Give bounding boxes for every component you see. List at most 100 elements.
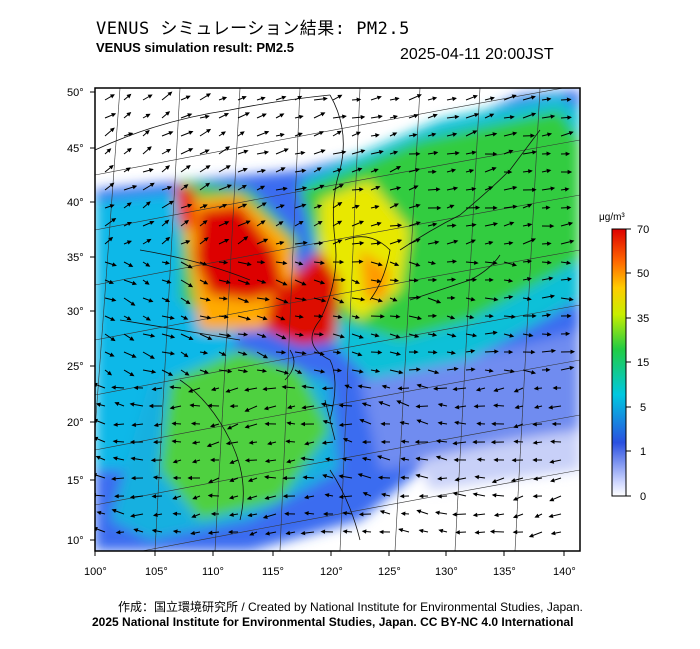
wind-arrowhead xyxy=(304,511,309,516)
wind-arrowhead xyxy=(431,260,437,265)
wind-arrowhead xyxy=(380,421,386,427)
wind-arrowhead xyxy=(320,529,326,534)
wind-arrowhead xyxy=(298,314,304,319)
wind-arrowhead xyxy=(436,299,442,304)
wind-arrowhead xyxy=(434,240,440,245)
wind-arrowhead xyxy=(357,384,363,389)
wind-arrowhead xyxy=(396,166,402,171)
wind-arrowhead xyxy=(414,439,420,445)
wind-arrowhead xyxy=(285,439,290,444)
wind-arrowhead xyxy=(300,421,305,427)
colorbar xyxy=(611,228,627,497)
wind-arrowhead xyxy=(183,352,189,358)
wind-arrowhead xyxy=(241,184,247,190)
wind-arrowhead xyxy=(321,440,327,445)
wind-arrowhead xyxy=(398,370,404,375)
wind-arrowhead xyxy=(279,204,285,209)
wind-arrowhead xyxy=(552,385,558,391)
wind-arrowhead xyxy=(437,402,443,408)
wind-arrowhead xyxy=(338,422,344,428)
forecast-timestamp: 2025-04-11 20:00JST xyxy=(400,46,554,63)
wind-arrowhead xyxy=(395,334,401,339)
wind-arrowhead xyxy=(567,313,572,319)
wind-arrowhead xyxy=(452,386,458,392)
wind-arrowhead xyxy=(435,439,441,444)
wind-arrowhead xyxy=(264,150,270,155)
wind-arrowhead xyxy=(508,349,514,355)
wind-arrowhead xyxy=(112,439,118,444)
wind-arrowhead xyxy=(532,150,537,155)
wind-arrowhead xyxy=(531,112,537,117)
wind-arrowhead xyxy=(455,151,460,156)
wind-arrowhead xyxy=(469,314,475,320)
wind-arrowhead xyxy=(262,354,268,359)
wind-arrowhead xyxy=(206,315,212,320)
wind-arrowhead xyxy=(569,365,575,371)
wind-arrowhead xyxy=(548,513,554,519)
wind-arrowhead xyxy=(454,114,460,120)
wind-arrowhead xyxy=(185,299,191,305)
wind-arrowhead xyxy=(357,473,363,478)
wind-arrowhead xyxy=(126,93,132,99)
wind-arrowhead xyxy=(187,388,194,393)
wind-arrowhead xyxy=(209,423,216,428)
title-english: VENUS simulation result: PM2.5 xyxy=(96,40,294,55)
wind-arrowhead xyxy=(303,240,308,246)
wind-arrowhead xyxy=(532,187,537,193)
wind-arrowhead xyxy=(297,95,303,100)
wind-arrowhead xyxy=(264,458,270,464)
wind-arrowhead xyxy=(413,278,419,283)
wind-arrowhead xyxy=(126,316,132,321)
wind-arrowhead xyxy=(111,476,116,481)
wind-arrowhead xyxy=(183,315,189,320)
wind-arrowhead xyxy=(415,473,421,479)
wind-arrowhead xyxy=(394,278,400,283)
wind-arrowhead xyxy=(471,186,477,192)
wind-arrowhead xyxy=(202,220,208,225)
wind-arrowhead xyxy=(507,169,513,175)
wind-arrowhead xyxy=(455,530,460,535)
wind-arrowhead xyxy=(341,114,347,119)
wind-arrowhead xyxy=(452,96,457,102)
wind-arrowhead xyxy=(489,529,495,534)
wind-arrowhead xyxy=(400,475,405,480)
wind-arrowhead xyxy=(282,281,288,286)
wind-arrowhead xyxy=(264,475,269,480)
wind-arrowhead xyxy=(202,261,208,266)
wind-arrowhead xyxy=(512,204,518,209)
wind-arrowhead xyxy=(550,114,556,119)
wind-arrowhead xyxy=(153,422,159,427)
map-panel xyxy=(95,88,580,551)
wind-arrowhead xyxy=(416,383,422,389)
wind-arrowhead xyxy=(567,277,573,282)
wind-arrowhead xyxy=(204,114,210,119)
wind-arrowhead xyxy=(281,335,287,340)
wind-arrowhead xyxy=(281,350,287,355)
wind-arrowhead xyxy=(453,239,459,244)
wind-arrowhead xyxy=(243,236,249,241)
wind-arrowhead xyxy=(169,315,175,320)
wind-arrowhead xyxy=(280,167,286,172)
wind-arrowhead xyxy=(530,238,537,243)
wind-arrowhead xyxy=(298,114,304,120)
wind-arrowhead xyxy=(224,239,230,243)
wind-arrowhead xyxy=(337,168,343,173)
wind-arrowhead xyxy=(476,457,482,462)
credit-line-creator: 作成：国立環境研究所 / Created by National Institu… xyxy=(118,600,583,614)
wind-arrowhead xyxy=(169,405,175,410)
colorbar-tick: 15 xyxy=(637,357,649,369)
wind-arrowhead xyxy=(244,298,250,303)
wind-arrowhead xyxy=(452,132,458,137)
wind-arrowhead xyxy=(264,495,270,500)
wind-arrowhead xyxy=(551,348,557,354)
wind-arrowhead xyxy=(568,131,574,136)
wind-arrowhead xyxy=(247,512,253,518)
wind-arrowhead xyxy=(128,132,134,137)
wind-arrowhead xyxy=(339,259,345,265)
wind-arrowhead xyxy=(532,457,537,463)
wind-arrowhead xyxy=(224,221,230,226)
wind-arrowhead xyxy=(549,223,555,229)
wind-arrowhead xyxy=(452,441,458,446)
wind-arrowhead xyxy=(397,223,403,228)
wind-arrowhead xyxy=(509,115,515,120)
